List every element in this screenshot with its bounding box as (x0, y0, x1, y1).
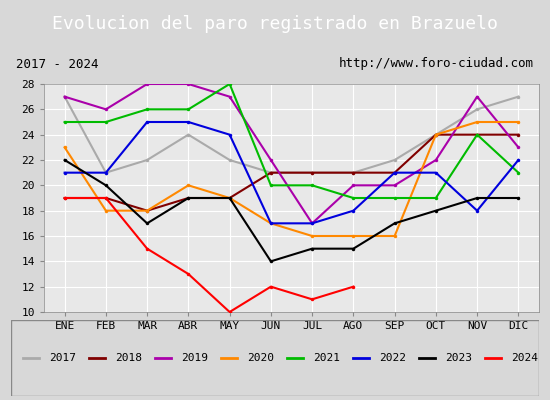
Text: 2017 - 2024: 2017 - 2024 (16, 58, 99, 70)
Text: 2024: 2024 (512, 353, 538, 363)
Text: 2017: 2017 (50, 353, 76, 363)
Text: 2021: 2021 (314, 353, 340, 363)
Text: 2018: 2018 (116, 353, 142, 363)
Text: 2019: 2019 (182, 353, 208, 363)
Text: http://www.foro-ciudad.com: http://www.foro-ciudad.com (339, 58, 534, 70)
Text: 2020: 2020 (248, 353, 274, 363)
Text: 2022: 2022 (379, 353, 406, 363)
Text: 2023: 2023 (446, 353, 472, 363)
Text: Evolucion del paro registrado en Brazuelo: Evolucion del paro registrado en Brazuel… (52, 15, 498, 33)
